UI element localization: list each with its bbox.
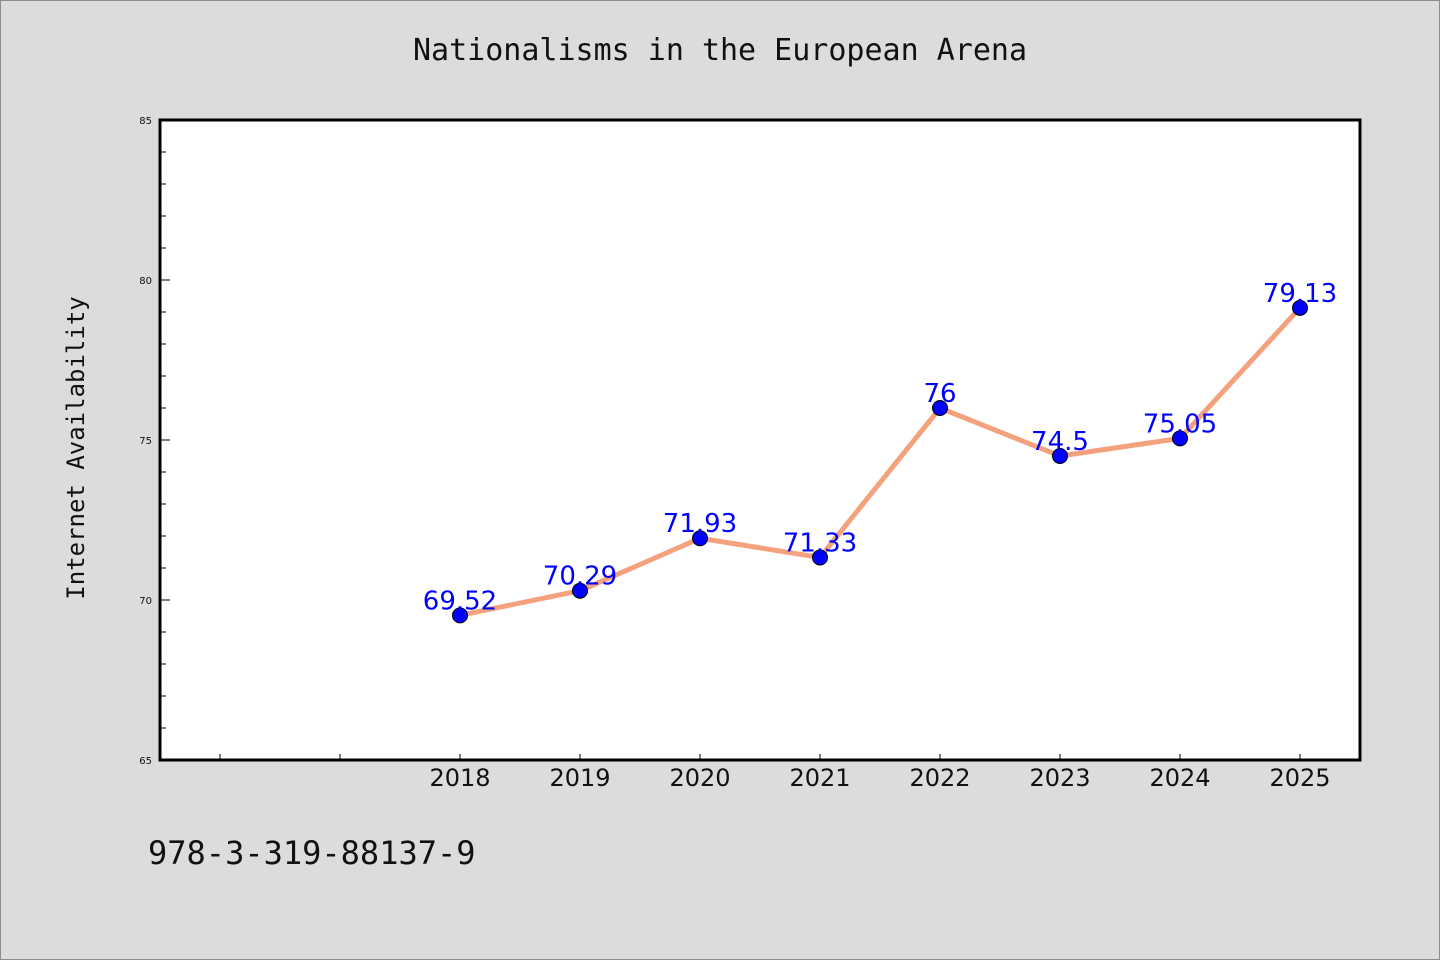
data-point	[1172, 430, 1188, 447]
x-tick-label: 2024	[1149, 764, 1210, 792]
data-label: 69.52	[423, 586, 497, 616]
x-tick-label: 2023	[1029, 764, 1090, 792]
y-tick-label: 75	[139, 436, 152, 447]
data-point	[1292, 299, 1308, 316]
data-label: 71.93	[663, 509, 737, 539]
y-tick-label: 85	[139, 116, 152, 127]
data-label: 79.13	[1263, 279, 1337, 309]
x-tick-label: 2020	[669, 764, 730, 792]
x-tick-label: 2025	[1269, 764, 1330, 792]
data-label: 75.05	[1143, 409, 1217, 439]
series-line	[457, 305, 1303, 618]
data-point	[692, 530, 708, 547]
data-label: 74.5	[1031, 427, 1089, 457]
data-label: 70.29	[543, 562, 617, 592]
chart-title: Nationalisms in the European Arena	[412, 33, 1028, 68]
data-label: 71.33	[783, 528, 857, 558]
data-label: 76	[923, 379, 956, 409]
data-point	[812, 549, 828, 566]
x-tick-label: 2018	[429, 764, 490, 792]
y-tick-label: 80	[139, 276, 152, 287]
x-tick-label: 2022	[909, 764, 970, 792]
data-point	[452, 607, 468, 624]
data-point	[1052, 448, 1068, 464]
data-point	[932, 400, 948, 416]
data-point	[572, 582, 588, 599]
x-tick-label: 2019	[549, 764, 610, 792]
y-tick-label: 70	[139, 596, 152, 607]
y-tick-label: 65	[139, 756, 152, 767]
x-tick-label: 2021	[789, 764, 850, 792]
footer-code: 978-3-319-88137-9	[148, 834, 476, 872]
